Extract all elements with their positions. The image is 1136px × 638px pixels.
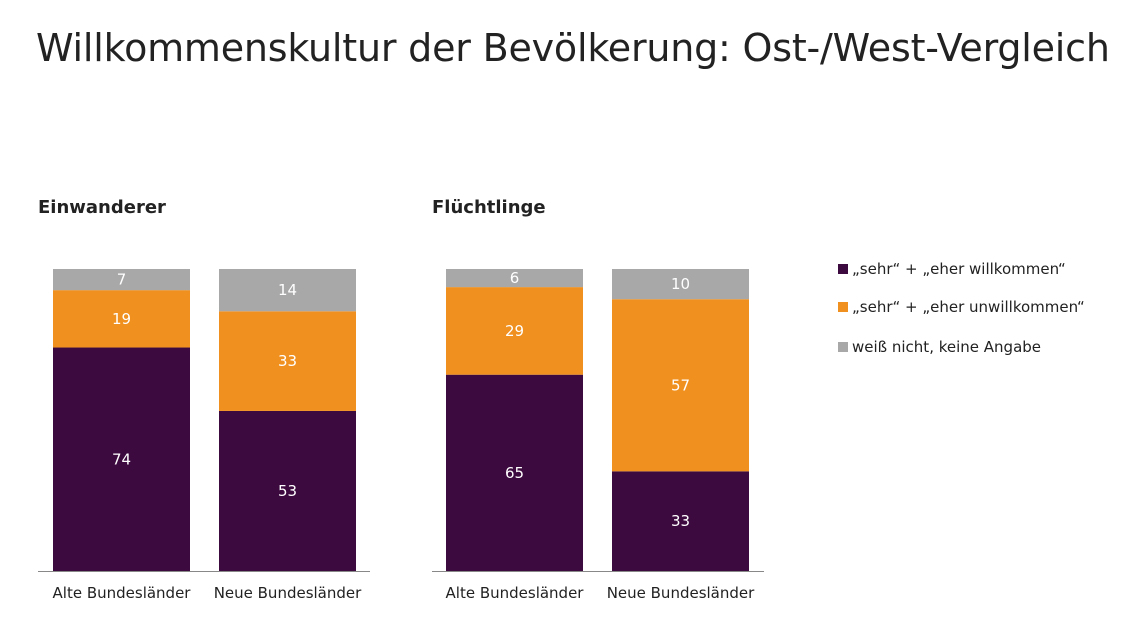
legend-swatch: [838, 342, 848, 352]
data-label: 53: [278, 482, 297, 500]
category-label: Alte Bundesländer: [446, 584, 585, 602]
data-label: 74: [112, 450, 131, 468]
category-label: Neue Bundesländer: [214, 584, 362, 602]
data-label: 7: [117, 271, 127, 289]
bar-segment: [219, 269, 356, 312]
data-label: 65: [505, 464, 524, 482]
panel-title: Einwanderer: [38, 197, 166, 218]
bar-segment: [53, 269, 190, 291]
category-label: Neue Bundesländer: [607, 584, 755, 602]
data-label: 14: [278, 281, 297, 299]
chart-title: Willkommenskultur der Bevölkerung: Ost-/…: [36, 26, 1110, 70]
panel-title: Flüchtlinge: [432, 197, 546, 218]
legend-label: „sehr“ + „eher unwillkommen“: [852, 298, 1085, 316]
data-label: 33: [278, 352, 297, 370]
bar-segment: [219, 311, 356, 411]
bar-segment: [612, 471, 749, 571]
bar-segment: [446, 269, 583, 288]
bar-segment: [53, 290, 190, 348]
bar-segment: [612, 269, 749, 300]
bar-segment: [53, 347, 190, 571]
data-label: 57: [671, 376, 690, 394]
data-label: 19: [112, 310, 131, 328]
legend-swatch: [838, 302, 848, 312]
data-label: 33: [671, 512, 690, 530]
bar-segment: [446, 287, 583, 375]
bar-segment: [219, 410, 356, 571]
category-label: Alte Bundesländer: [53, 584, 192, 602]
data-label: 10: [671, 275, 690, 293]
legend-swatch: [838, 264, 848, 274]
bar-segment: [446, 374, 583, 571]
bar-segment: [612, 299, 749, 472]
legend-label: weiß nicht, keine Angabe: [852, 338, 1041, 356]
legend-label: „sehr“ + „eher willkommen“: [852, 260, 1066, 278]
data-label: 6: [510, 269, 520, 287]
data-label: 29: [505, 322, 524, 340]
